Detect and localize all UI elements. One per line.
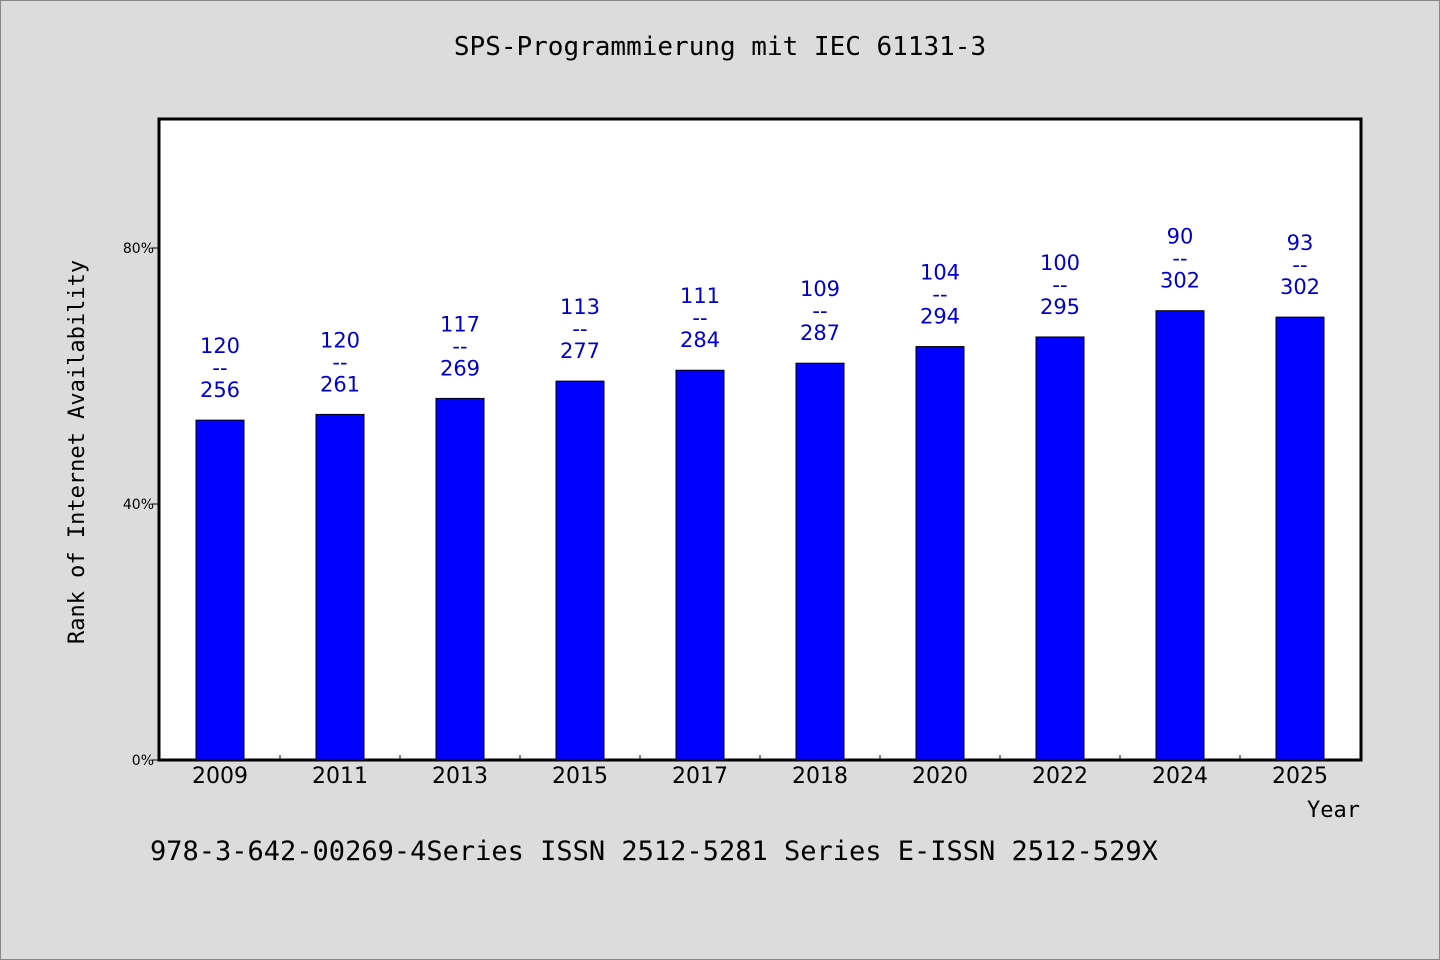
data-label-rank: 109 [800, 277, 840, 301]
data-label-separator: -- [932, 283, 947, 307]
data-label-total: 269 [440, 356, 480, 380]
bar [1275, 316, 1325, 761]
data-label-total: 302 [1280, 275, 1320, 299]
bar [435, 397, 485, 761]
data-label-total: 302 [1160, 269, 1200, 293]
data-label-separator: -- [572, 317, 587, 341]
data-label-separator: -- [212, 356, 227, 380]
bar [1155, 310, 1205, 761]
data-label-rank: 113 [560, 295, 600, 319]
y-tick-label: 80% [123, 241, 154, 257]
bar [915, 346, 965, 761]
data-label-rank: 90 [1167, 225, 1194, 249]
x-tick-label: 2024 [1152, 764, 1208, 789]
x-tick-label: 2009 [192, 764, 248, 789]
x-axis-title: Year [1307, 798, 1360, 823]
footer-isbn-issn: 978-3-642-00269-4Series ISSN 2512-5281 S… [150, 836, 1158, 867]
bar [315, 413, 365, 761]
data-label-total: 277 [560, 339, 600, 363]
data-label-rank: 111 [680, 284, 720, 308]
data-label-total: 295 [1040, 295, 1080, 319]
x-tick-label: 2020 [912, 764, 968, 789]
x-tick-label: 2022 [1032, 764, 1088, 789]
bar [795, 362, 845, 761]
data-label-separator: -- [812, 299, 827, 323]
y-tick-label: 0% [132, 753, 154, 769]
x-tick-label: 2018 [792, 764, 848, 789]
y-axis-title: Rank of Internet Availability [65, 260, 90, 644]
data-label-total: 287 [800, 321, 840, 345]
data-label-rank: 120 [200, 334, 240, 358]
data-label-separator: -- [1172, 247, 1187, 271]
x-tick-label: 2013 [432, 764, 488, 789]
data-label-rank: 120 [320, 328, 360, 352]
data-label-rank: 100 [1040, 251, 1080, 275]
data-label-separator: -- [332, 350, 347, 374]
data-label-separator: -- [1052, 273, 1067, 297]
chart-title: SPS-Programmierung mit IEC 61131-3 [453, 32, 987, 62]
x-tick-label: 2025 [1272, 764, 1328, 789]
data-label-separator: -- [452, 334, 467, 358]
bar [1035, 336, 1085, 761]
data-label-rank: 104 [920, 261, 960, 285]
data-label-total: 261 [320, 372, 360, 396]
data-label-total: 294 [920, 305, 960, 329]
bar [555, 380, 605, 761]
data-label-separator: -- [692, 306, 707, 330]
x-tick-label: 2015 [552, 764, 608, 789]
data-label-total: 256 [200, 378, 240, 402]
bar [195, 419, 245, 761]
x-tick-label: 2017 [672, 764, 728, 789]
y-tick-label: 40% [123, 497, 154, 513]
data-label-total: 284 [680, 328, 720, 352]
data-label-separator: -- [1292, 253, 1307, 277]
bar [675, 369, 725, 761]
data-label-rank: 93 [1287, 231, 1314, 255]
x-tick-label: 2011 [312, 764, 368, 789]
data-label-rank: 117 [440, 312, 480, 336]
